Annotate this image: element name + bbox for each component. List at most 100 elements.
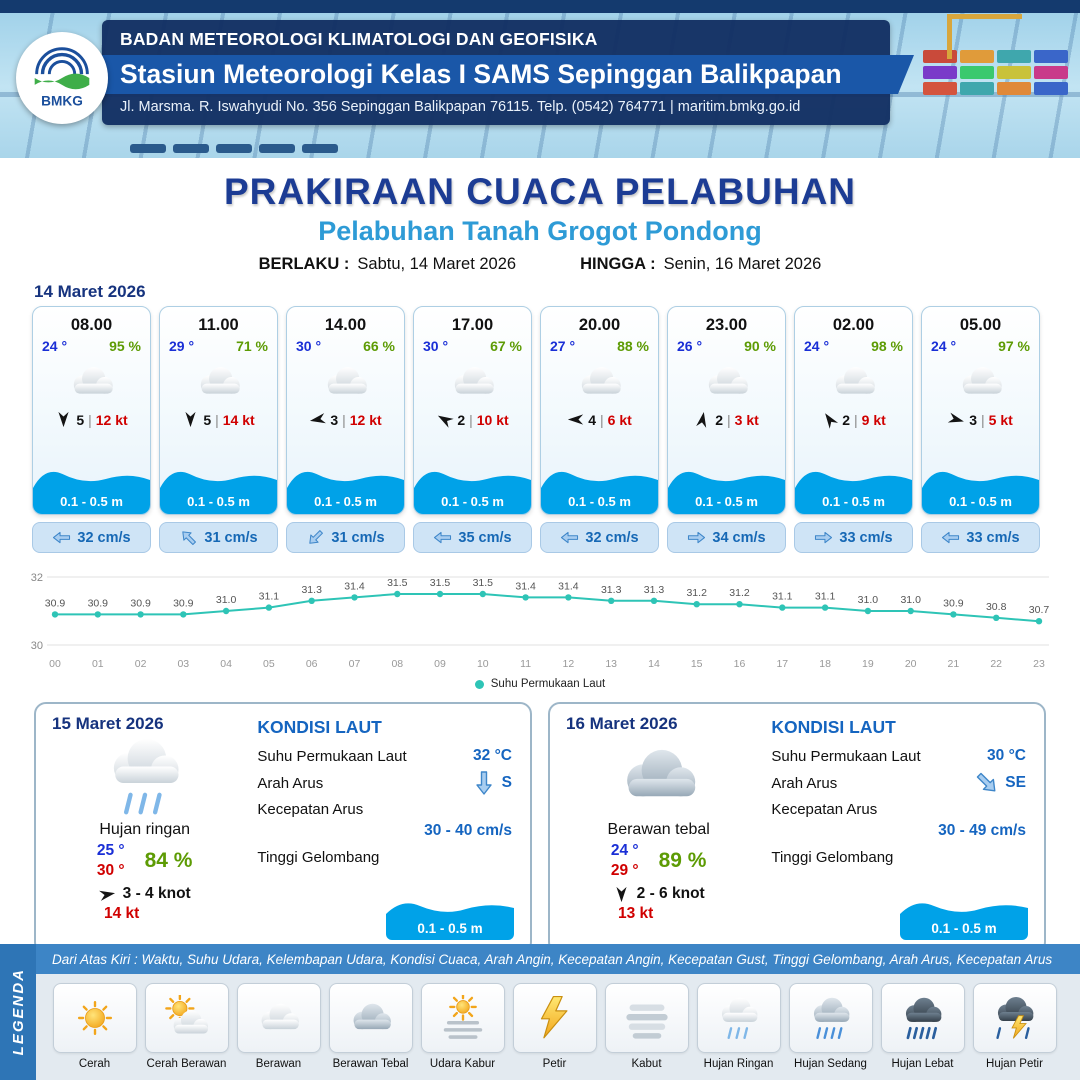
bench-illustration bbox=[130, 144, 338, 153]
current-speed: 33 cm/s bbox=[966, 529, 1020, 546]
wind-direction-icon bbox=[97, 884, 117, 904]
rain-light-icon bbox=[95, 734, 195, 820]
current-speed-value: 30 - 49 cm/s bbox=[938, 822, 1026, 839]
legend-item: Cerah bbox=[52, 983, 137, 1070]
sun-cloud-icon bbox=[144, 983, 229, 1053]
sst-label: Suhu Permukaan Laut bbox=[771, 747, 921, 765]
current-speed: 32 cm/s bbox=[77, 529, 131, 546]
wave-height-value: 0.1 - 0.5 m bbox=[60, 494, 123, 509]
wind-speed: 2 bbox=[715, 411, 724, 428]
legend-label: Hujan Lebat bbox=[891, 1058, 954, 1070]
card-time: 05.00 bbox=[959, 316, 1002, 334]
card-temperature: 29 ° bbox=[169, 338, 195, 354]
cloud-icon bbox=[922, 355, 1039, 409]
forecast-card: 23.00 26 ° 90 % 2 | 3 kt 0.1 - 0.5 m 34 … bbox=[667, 306, 786, 553]
card-temperature: 24 ° bbox=[931, 338, 957, 354]
svg-text:15: 15 bbox=[691, 658, 703, 670]
wave-icon bbox=[287, 471, 404, 514]
card-time: 23.00 bbox=[705, 316, 748, 334]
current-direction-icon bbox=[560, 531, 579, 544]
port-name: Pelabuhan Tanah Grogot Pondong bbox=[318, 216, 762, 246]
svg-text:08: 08 bbox=[391, 658, 403, 670]
header-text-box: BADAN METEOROLOGI KLIMATOLOGI DAN GEOFIS… bbox=[102, 20, 890, 125]
current-speed-label: Kecepatan Arus bbox=[257, 801, 364, 818]
wind-row: 5 | 14 kt bbox=[160, 411, 277, 428]
sst-value: 30 °C bbox=[987, 747, 1026, 764]
hourly-forecast-row: 08.00 24 ° 95 % 5 | 12 kt 0.1 - 0.5 m 32… bbox=[0, 306, 1080, 553]
sea-conditions-heading: KONDISI LAUT bbox=[257, 717, 382, 737]
wave-height-value: 0.1 - 0.5 m bbox=[417, 921, 483, 936]
svg-text:31.3: 31.3 bbox=[601, 584, 622, 596]
cloud-icon bbox=[414, 355, 531, 409]
current-direction-value: SE bbox=[1005, 774, 1026, 791]
current-speed: 32 cm/s bbox=[585, 529, 639, 546]
current-direction-icon bbox=[178, 526, 201, 549]
wind-direction-icon bbox=[182, 411, 199, 428]
legend-label: Cerah bbox=[78, 1058, 111, 1070]
panel-gust: 13 kt bbox=[618, 905, 654, 922]
wind-row: 2 | 9 kt bbox=[795, 411, 912, 429]
svg-text:14: 14 bbox=[648, 658, 660, 670]
wind-direction-icon bbox=[567, 411, 584, 428]
fog-icon bbox=[604, 983, 689, 1053]
panel-gust: 14 kt bbox=[104, 905, 140, 922]
bmkg-logo: BMKG bbox=[16, 32, 108, 124]
current-direction-icon bbox=[814, 531, 833, 544]
wind-direction-icon bbox=[693, 410, 713, 430]
sun-icon bbox=[52, 983, 137, 1053]
forecast-date-label: 14 Maret 2026 bbox=[34, 282, 146, 301]
svg-text:31.0: 31.0 bbox=[858, 594, 879, 606]
gust-speed: 12 kt bbox=[349, 411, 382, 428]
svg-text:30.8: 30.8 bbox=[986, 601, 1007, 613]
svg-text:31.0: 31.0 bbox=[900, 594, 921, 606]
wind-row: 2 | 3 kt bbox=[668, 411, 785, 428]
cloud-icon bbox=[160, 355, 277, 409]
legenda-tab: LEGENDA bbox=[0, 944, 36, 1080]
wave-height-band: 0.1 - 0.5 m bbox=[33, 460, 150, 514]
forecast-card: 08.00 24 ° 95 % 5 | 12 kt 0.1 - 0.5 m 32… bbox=[32, 306, 151, 553]
lightning-icon bbox=[512, 983, 597, 1053]
svg-text:01: 01 bbox=[92, 658, 104, 670]
wave-height-value: 0.1 - 0.5 m bbox=[949, 494, 1012, 509]
wave-height-band: 0.1 - 0.5 m bbox=[795, 460, 912, 514]
org-name: BADAN METEOROLOGI KLIMATOLOGI DAN GEOFIS… bbox=[120, 29, 598, 49]
svg-text:00: 00 bbox=[49, 658, 61, 670]
cloud-icon bbox=[795, 355, 912, 409]
card-time: 20.00 bbox=[578, 316, 621, 334]
legend-label: Cerah Berawan bbox=[146, 1058, 227, 1070]
logo-text: BMKG bbox=[41, 93, 83, 108]
current-direction-label: Arah Arus bbox=[771, 774, 838, 792]
current-direction-icon bbox=[687, 531, 706, 544]
sea-conditions-heading: KONDISI LAUT bbox=[771, 717, 896, 737]
current-speed: 31 cm/s bbox=[204, 529, 258, 546]
gust-speed: 5 kt bbox=[988, 411, 1013, 428]
legend-item: Kabut bbox=[604, 983, 689, 1070]
card-humidity: 97 % bbox=[998, 338, 1030, 354]
wave-icon bbox=[922, 471, 1039, 514]
gust-speed: 12 kt bbox=[95, 411, 128, 428]
wind-direction-icon bbox=[946, 409, 967, 430]
legend-description: Dari Atas Kiri : Waktu, Suhu Udara, Kele… bbox=[0, 944, 1080, 974]
card-temperature: 26 ° bbox=[677, 338, 703, 354]
card-humidity: 95 % bbox=[109, 338, 141, 354]
svg-text:31.4: 31.4 bbox=[344, 580, 365, 592]
panel-humidity: 84 % bbox=[144, 849, 193, 872]
svg-text:17: 17 bbox=[776, 658, 788, 670]
current-direction-label: Arah Arus bbox=[257, 774, 324, 792]
wave-icon bbox=[160, 471, 277, 514]
legend-label: Hujan Petir bbox=[986, 1058, 1043, 1070]
legend-item: Petir bbox=[512, 983, 597, 1070]
svg-text:07: 07 bbox=[349, 658, 361, 670]
panel-humidity: 89 % bbox=[658, 849, 707, 872]
legend-label: Petir bbox=[542, 1058, 567, 1070]
svg-text:05: 05 bbox=[263, 658, 275, 670]
temp-max: 30 ° bbox=[96, 862, 125, 879]
svg-text:31.5: 31.5 bbox=[387, 577, 408, 589]
header: BMKG BADAN METEOROLOGI KLIMATOLOGI DAN G… bbox=[0, 0, 1080, 158]
svg-text:18: 18 bbox=[819, 658, 831, 670]
wind-direction-icon bbox=[308, 410, 328, 430]
validity-dates: BERLAKU : Sabtu, 14 Maret 2026 HINGGA : Se… bbox=[0, 255, 1080, 274]
current-direction-icon bbox=[305, 526, 328, 549]
wave-height-band: 0.1 - 0.5 m bbox=[668, 460, 785, 514]
bmkg-emblem-icon: BMKG bbox=[34, 47, 90, 108]
